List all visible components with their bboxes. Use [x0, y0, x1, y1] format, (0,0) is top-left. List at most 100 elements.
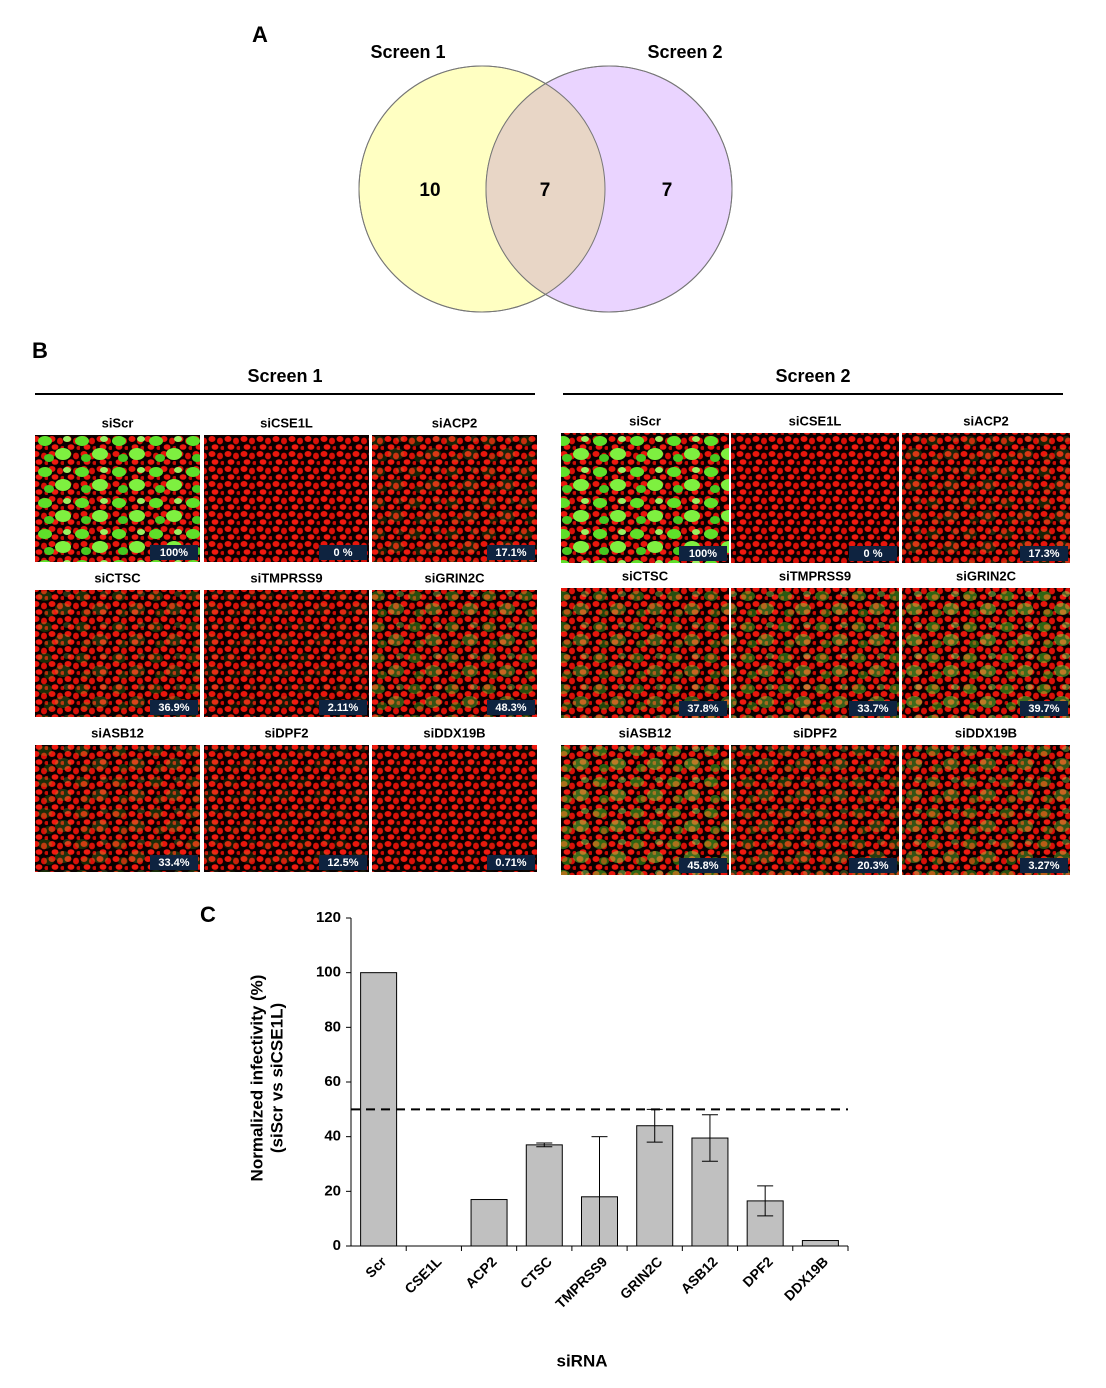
micrograph-green [204, 745, 369, 872]
value-badge [679, 858, 727, 873]
micrograph-green [731, 745, 899, 875]
micrograph-green [561, 433, 729, 563]
venn-outline [358, 65, 606, 313]
tile-label: siACP2 [432, 415, 478, 430]
micrograph-green [561, 745, 729, 875]
tile-value: 0 % [864, 548, 883, 560]
tile-value: 12.5% [327, 857, 358, 869]
tile-label: siACP2 [963, 413, 1009, 428]
value-badge [150, 855, 198, 870]
tile-value: 36.9% [158, 702, 189, 714]
value-badge [679, 701, 727, 716]
venn-count: 10 [419, 180, 440, 201]
y-tick-label: 40 [324, 1128, 341, 1145]
tile-value: 33.4% [158, 857, 189, 869]
bar [470, 1199, 508, 1247]
micrograph-green [204, 590, 369, 717]
y-tick-label: 80 [324, 1018, 341, 1035]
tile-label: siScr [629, 413, 661, 428]
x-tick-label: DDX19B [781, 1253, 831, 1303]
x-tick-label: GRIN2C [617, 1253, 666, 1302]
venn-outline [485, 65, 733, 313]
screen-title: Screen 2 [775, 366, 850, 386]
bar [801, 1240, 839, 1247]
set-name: Screen 1 [370, 42, 445, 62]
panel-label: B [32, 338, 48, 363]
micrograph [731, 433, 899, 563]
micrograph-green [372, 435, 537, 562]
tile-value: 17.1% [495, 547, 526, 559]
tile-label: siTMPRSS9 [250, 570, 322, 585]
x-tick-label: TMPRSS9 [552, 1253, 610, 1311]
x-tick-label: CTSC [517, 1253, 555, 1291]
bar [636, 1125, 674, 1247]
micrograph-green [731, 588, 899, 718]
value-badge [319, 700, 367, 715]
x-tick-label: CSE1L [401, 1253, 445, 1297]
x-tick-label: DPF2 [739, 1253, 776, 1290]
y-tick-label: 120 [316, 909, 341, 926]
tile-value: 100% [689, 548, 717, 560]
tile-label: siScr [102, 415, 134, 430]
tile-value: 100% [160, 547, 188, 559]
micrograph-green [35, 435, 200, 562]
micrograph [204, 435, 369, 562]
error-bar [701, 1114, 718, 1162]
tile-label: siCSE1L [260, 415, 313, 430]
error-bar [536, 1142, 553, 1148]
venn-count: 7 [662, 180, 673, 201]
tile-label: siGRIN2C [956, 568, 1017, 583]
micrograph-green [35, 745, 200, 872]
tile-label: siCTSC [94, 570, 141, 585]
value-badge [487, 545, 535, 560]
value-badge [849, 546, 897, 561]
tile-value: 20.3% [857, 860, 888, 872]
value-badge [849, 701, 897, 716]
value-badge [1020, 701, 1068, 716]
tile-value: 17.3% [1028, 548, 1059, 560]
y-tick-label: 20 [324, 1182, 341, 1199]
micrograph [372, 745, 537, 872]
tile-label: siTMPRSS9 [779, 568, 851, 583]
micrograph-green [35, 590, 200, 717]
value-badge [150, 545, 198, 560]
value-badge [487, 700, 535, 715]
x-axis-label: siRNA [556, 1351, 607, 1370]
tile-label: siCTSC [622, 568, 669, 583]
value-badge [487, 855, 535, 870]
error-bar [591, 1136, 608, 1246]
tile-value: 2.11% [328, 702, 359, 714]
tile-value: 45.8% [687, 860, 718, 872]
tile-value: 48.3% [495, 702, 526, 714]
venn-count: 7 [540, 180, 551, 201]
value-badge [1020, 546, 1068, 561]
tile-label: siGRIN2C [425, 570, 486, 585]
panel-label: C [200, 902, 216, 927]
tile-value: 33.7% [857, 703, 888, 715]
tile-label: siDDX19B [955, 725, 1017, 740]
y-axis-label: Normalized infectivity (%) [247, 975, 266, 1182]
tile-label: siDPF2 [264, 725, 308, 740]
x-tick-label: ACP2 [462, 1253, 500, 1291]
value-badge [319, 545, 367, 560]
error-bar [757, 1185, 774, 1217]
tile-label: siCSE1L [789, 413, 842, 428]
y-tick-label: 0 [333, 1237, 341, 1254]
tile-label: siASB12 [619, 725, 672, 740]
venn-overlap [486, 66, 605, 312]
tile-value: 0.71% [495, 857, 526, 869]
micrograph-green [902, 433, 1070, 563]
value-badge [849, 858, 897, 873]
y-axis-label: (siScr vs siCSE1L) [267, 1003, 286, 1153]
tile-value: 0 % [334, 547, 353, 559]
value-badge [150, 700, 198, 715]
micrograph-green [372, 745, 537, 872]
tile-label: siDDX19B [423, 725, 485, 740]
tile-label: siDPF2 [793, 725, 837, 740]
micrograph-green [561, 588, 729, 718]
tile-label: siASB12 [91, 725, 144, 740]
micrograph-green [902, 745, 1070, 875]
bar [525, 1144, 563, 1247]
value-badge [679, 546, 727, 561]
